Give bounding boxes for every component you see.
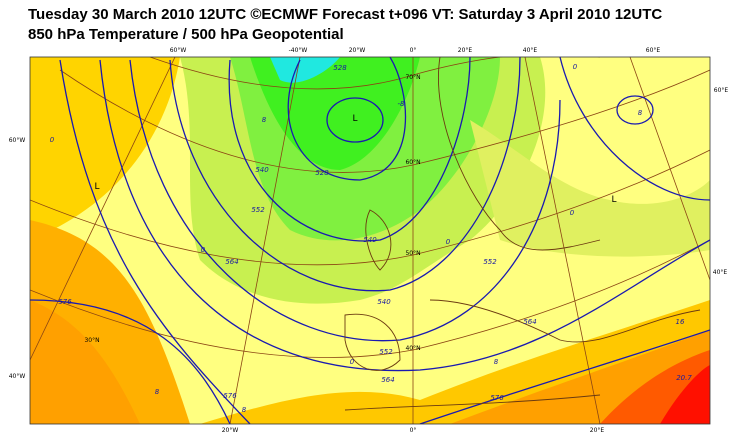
contour-label: 552 [379, 348, 393, 356]
contour-label: 576 [58, 298, 72, 306]
pressure-center: L [611, 195, 616, 205]
contour-label: 8 [638, 109, 643, 117]
contour-label: 0 [50, 136, 55, 144]
pressure-center: L [352, 114, 357, 124]
contour-label: 564 [523, 318, 536, 326]
cold-zone [250, 57, 420, 170]
map-field [30, 57, 710, 424]
map-frame [29, 56, 711, 425]
contour-label: 0 [201, 246, 206, 254]
contour-label: 0 [446, 238, 451, 246]
contour-label: 0 [573, 63, 578, 71]
contours [30, 57, 710, 424]
graticule-label: 70°N [405, 74, 420, 81]
contour-label: 0 [570, 209, 575, 217]
graticule-label: 40°E [523, 47, 538, 54]
contour-label: 576 [490, 394, 504, 402]
contour-label: 8 [155, 388, 160, 396]
coldest-zone [270, 57, 340, 83]
title-line: Tuesday 30 March 2010 12UTC ©ECMWF Forec… [28, 6, 663, 23]
contour-label: 540 [377, 298, 391, 306]
contour-label: 528 [315, 169, 329, 177]
graticule-label: 20°W [349, 47, 366, 54]
graticule-label: 60°E [714, 87, 729, 94]
contour-label: 564 [225, 258, 238, 266]
contour-label: 552 [251, 206, 265, 214]
contour-label: 552 [483, 258, 497, 266]
contour-label: 8 [262, 116, 267, 124]
warm-zone [30, 300, 140, 424]
graticule-label: 40°N [405, 345, 420, 352]
contour-label: 528 [333, 64, 347, 72]
contour-label: -8 [398, 100, 406, 108]
graticule-label: 60°W [9, 137, 26, 144]
graticule-label: 40°E [713, 269, 728, 276]
graticule-label: 60°W [170, 47, 187, 54]
contour-label: 8 [494, 358, 499, 366]
title-line: 850 hPa Temperature / 500 hPa Geopotenti… [28, 26, 344, 43]
contour-label: 540 [363, 236, 377, 244]
hot-zone [660, 365, 710, 424]
contour-label: 564 [381, 376, 394, 384]
contour-label: 8 [242, 406, 247, 414]
graticule-label: 20°E [590, 427, 605, 434]
graticule-label: 40°W [9, 373, 26, 380]
graticule-label: 20°W [222, 427, 239, 434]
coastlines [344, 57, 701, 411]
contour-label: 16 [676, 318, 685, 326]
graticule-label: 60°N [405, 159, 420, 166]
graticule-label: 20°E [458, 47, 473, 54]
pressure-center: L [94, 182, 99, 192]
graticule-label: -40°W [289, 47, 308, 54]
contour-label: 540 [255, 166, 269, 174]
graticule-label: 60°E [646, 47, 661, 54]
contour-label: 576 [223, 392, 237, 400]
graticule-label: 50°N [405, 250, 420, 257]
contour-label: 0 [350, 358, 355, 366]
graticule-label: 0° [410, 427, 417, 434]
graticule-label: 30°N [84, 337, 99, 344]
contour-label: 20.7 [676, 374, 692, 382]
graticule-label: 0° [410, 47, 417, 54]
